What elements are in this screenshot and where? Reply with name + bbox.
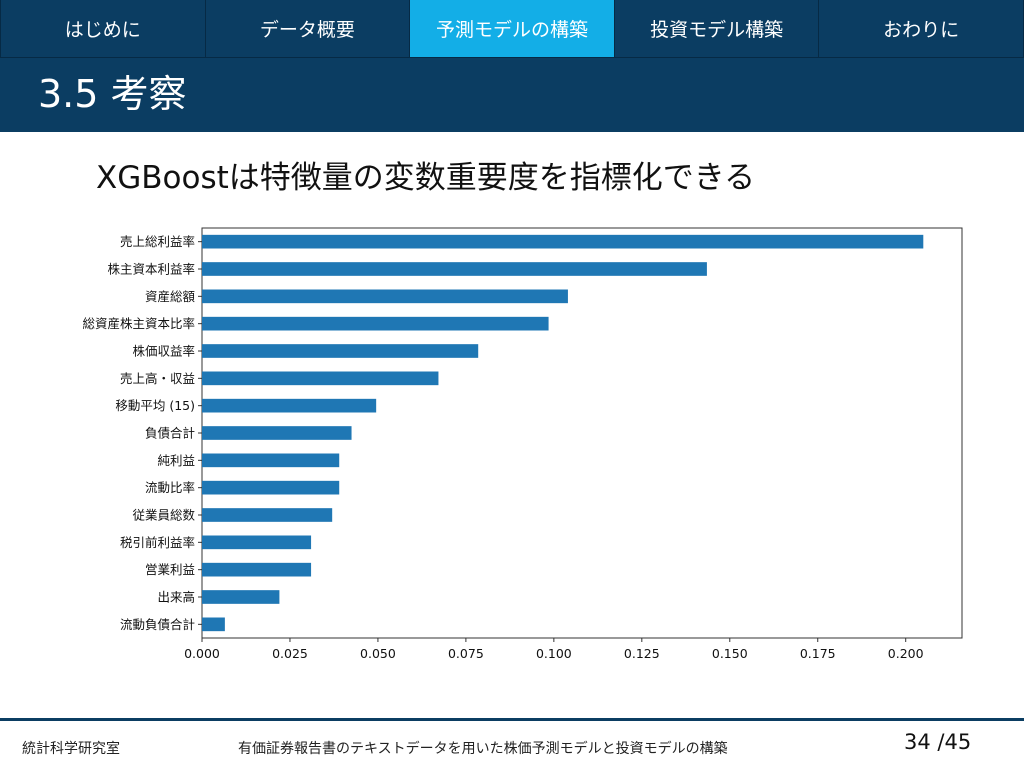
nav-tab-label: 予測モデルの構築 xyxy=(435,19,588,41)
nav-tab-label: データ概要 xyxy=(259,19,355,41)
bar-2 xyxy=(202,289,568,304)
x-tick-label-8: 0.200 xyxy=(888,646,924,661)
footer-lab: 統計科学研究室 xyxy=(22,741,120,757)
y-tick-label-1: 株主資本利益率 xyxy=(107,262,195,277)
bar-0 xyxy=(202,234,924,249)
y-tick-label-5: 売上高・収益 xyxy=(120,371,195,386)
bar-3 xyxy=(202,316,549,331)
y-tick-label-8: 純利益 xyxy=(157,453,195,468)
bar-8 xyxy=(202,453,340,468)
x-tick-label-1: 0.025 xyxy=(272,646,308,661)
nav-tab-conclusion[interactable]: おわりに xyxy=(819,0,1024,58)
bar-13 xyxy=(202,590,280,604)
x-tick-label-2: 0.050 xyxy=(360,646,396,661)
x-tick-label-0: 0.000 xyxy=(184,646,220,661)
y-tick-label-9: 流動比率 xyxy=(145,480,195,495)
bar-1 xyxy=(202,262,707,276)
feature-importance-chart: 売上総利益率株主資本利益率資産総額総資産株主資本比率株価収益率売上高・収益 移動平… xyxy=(30,218,970,672)
y-tick-label-4: 株価収益率 xyxy=(132,344,195,359)
nav-tab-label: はじめに xyxy=(64,19,141,41)
nav-tab-prediction-model[interactable]: 予測モデルの構築 xyxy=(410,0,615,58)
nav-tab-label: おわりに xyxy=(883,19,960,41)
y-tick-label-11: 税引前利益率 xyxy=(120,535,195,550)
y-tick-label-3: 総資産株主資本比率 xyxy=(82,316,195,331)
y-tick-label-2: 資産総額 xyxy=(145,289,196,304)
y-tick-label-0: 売上総利益率 xyxy=(120,234,195,249)
nav-tab-intro[interactable]: はじめに xyxy=(0,0,206,58)
nav-tab-data-overview[interactable]: データ概要 xyxy=(205,0,411,58)
x-tick-label-3: 0.075 xyxy=(448,646,484,661)
top-navigation: はじめに データ概要 予測モデルの構築 投資モデル構築 おわりに xyxy=(0,0,1024,58)
y-tick-label-6: 移動平均 (15) xyxy=(115,398,195,413)
page-number: 34 /45 xyxy=(904,730,972,754)
slide-subtitle: XGBoostは特徴量の変数重要度を指標化できる xyxy=(96,160,756,196)
nav-tab-investment-model[interactable]: 投資モデル構築 xyxy=(614,0,820,58)
y-tick-label-12: 営業利益 xyxy=(145,562,195,577)
bar-7 xyxy=(202,426,352,440)
bar-11 xyxy=(202,535,312,550)
y-tick-label-14: 流動負債合計 xyxy=(120,617,195,632)
footer-presentation-title: 有価証券報告書のテキストデータを用いた株価予測モデルと投資モデルの構築 xyxy=(238,741,728,757)
y-tick-label-13: 出来高 xyxy=(157,590,195,605)
bar-4 xyxy=(202,344,479,358)
slide-title: 3.5 考察 xyxy=(38,72,187,116)
bar-9 xyxy=(202,480,340,495)
x-tick-label-4: 0.100 xyxy=(536,646,572,661)
y-tick-label-7: 負債合計 xyxy=(145,426,195,441)
y-tick-label-10: 従業員総数 xyxy=(132,508,195,523)
bar-14 xyxy=(202,617,225,632)
bar-5 xyxy=(202,371,439,386)
bar-6 xyxy=(202,398,377,413)
bar-12 xyxy=(202,562,312,577)
nav-tab-label: 投資モデル構築 xyxy=(650,19,784,41)
bar-10 xyxy=(202,508,333,522)
bar-chart-svg: 売上総利益率株主資本利益率資産総額総資産株主資本比率株価収益率売上高・収益移動平… xyxy=(82,227,963,661)
x-tick-label-6: 0.150 xyxy=(712,646,748,661)
title-bar: 3.5 考察 xyxy=(0,58,1024,132)
footer-divider xyxy=(0,718,1024,721)
x-tick-label-5: 0.125 xyxy=(624,646,660,661)
x-tick-label-7: 0.175 xyxy=(800,646,836,661)
